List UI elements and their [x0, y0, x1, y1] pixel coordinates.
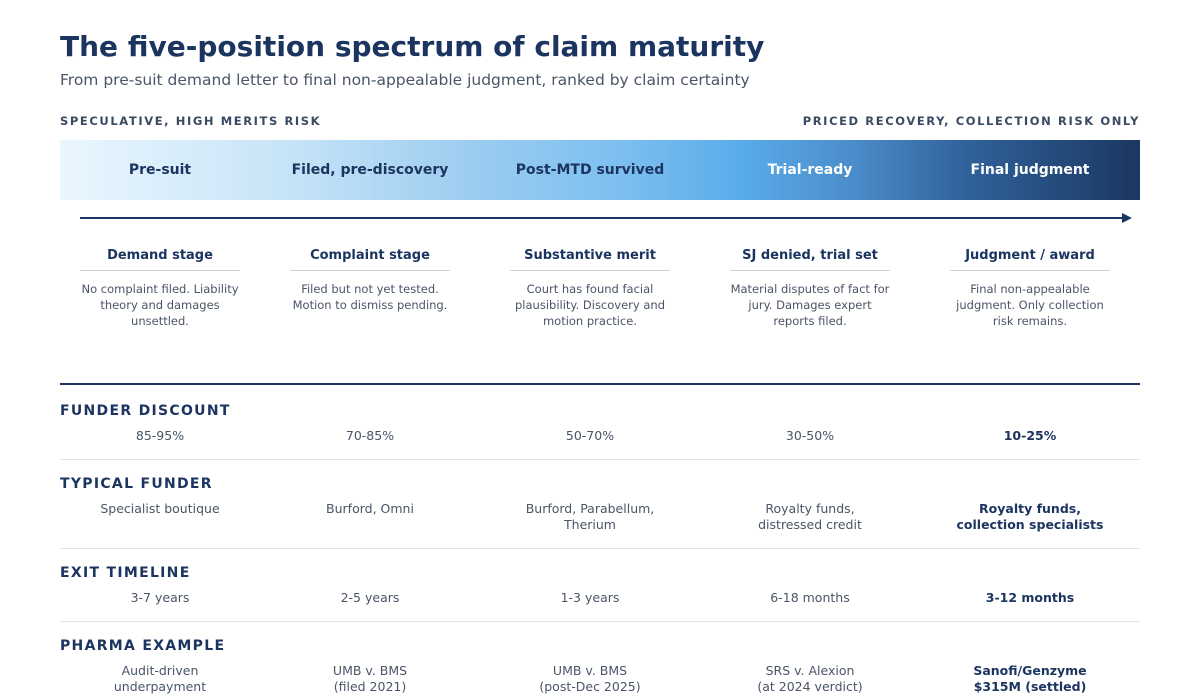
card-divider — [950, 270, 1110, 271]
cell-text: SRS v. Alexion — [765, 663, 855, 678]
cell-text: Audit-driven — [121, 663, 199, 678]
cell-text: Royalty funds, — [765, 501, 855, 516]
page-title: The five-position spectrum of claim matu… — [60, 30, 765, 63]
row-label: TYPICAL FUNDER — [60, 476, 213, 492]
cell-text: 85-95% — [135, 428, 185, 443]
stage-filed-pre-discovery: Filed, pre-discovery — [291, 162, 449, 178]
table-cell: UMB v. BMS (filed 2021) — [260, 663, 480, 695]
stage-final-judgment: Final judgment — [970, 162, 1090, 178]
card-title: SJ denied, trial set — [742, 248, 878, 263]
stage-card-complaint: Complaint stage Filed but not yet tested… — [260, 240, 480, 313]
cell-text: 30-50% — [785, 428, 835, 443]
cell-text: underpayment — [113, 679, 207, 694]
card-description: Material disputes of fact for jury. Dama… — [730, 282, 890, 328]
table-cell: 1-3 years — [480, 590, 700, 606]
table-cell: 6-18 months — [700, 590, 920, 606]
table-cell: 3-7 years — [50, 590, 270, 606]
cell-text: 50-70% — [565, 428, 615, 443]
cell-text: 3-12 months — [985, 590, 1075, 605]
card-title: Substantive merit — [524, 248, 656, 263]
cell-text: $315M (settled) — [973, 679, 1087, 694]
card-divider — [290, 270, 450, 271]
spectrum-left-label: SPECULATIVE, HIGH MERITS RISK — [60, 114, 322, 128]
card-title: Judgment / award — [965, 248, 1095, 263]
table-cell: 2-5 years — [260, 590, 480, 606]
table-cell: Royalty funds, collection specialists — [920, 501, 1140, 533]
cell-text: Burford, Omni — [326, 501, 414, 516]
table-cell: 30-50% — [700, 428, 920, 444]
row-label: PHARMA EXAMPLE — [60, 638, 226, 654]
spectrum-right-label: PRICED RECOVERY, COLLECTION RISK ONLY — [802, 114, 1140, 128]
stage-trial-ready: Trial-ready — [767, 162, 853, 178]
cell-text: Burford, Parabellum, — [525, 501, 655, 516]
cell-text: (at 2024 verdict) — [757, 679, 863, 694]
cell-text: distressed credit — [758, 517, 862, 532]
stage-card-judgment: Judgment / award Final non-appealable ju… — [920, 240, 1140, 329]
card-description: Final non-appealable judgment. Only coll… — [956, 282, 1104, 328]
table-cell: Burford, Parabellum, Therium — [480, 501, 700, 533]
cell-text: 70-85% — [345, 428, 395, 443]
stage-pre-suit: Pre-suit — [128, 162, 192, 178]
cell-text: (post-Dec 2025) — [539, 679, 641, 694]
card-description: No complaint filed. Liability theory and… — [81, 282, 239, 328]
cell-text: 10-25% — [1003, 428, 1057, 443]
table-cell: SRS v. Alexion (at 2024 verdict) — [700, 663, 920, 695]
cell-text: 6-18 months — [770, 590, 850, 605]
maturity-gradient-band — [60, 140, 1140, 200]
row-divider — [60, 459, 1140, 460]
card-divider — [80, 270, 240, 271]
table-cell: Sanofi/Genzyme $315M (settled) — [920, 663, 1140, 695]
cell-text: Sanofi/Genzyme — [973, 663, 1087, 678]
cell-text: 2-5 years — [340, 590, 400, 605]
maturity-arrow-icon — [80, 213, 1132, 223]
table-cell: Specialist boutique — [50, 501, 270, 517]
row-divider — [60, 548, 1140, 549]
stage-card-demand: Demand stage No complaint filed. Liabili… — [50, 240, 270, 329]
row-label: EXIT TIMELINE — [60, 565, 191, 581]
table-cell: UMB v. BMS (post-Dec 2025) — [480, 663, 700, 695]
table-cell: 10-25% — [920, 428, 1140, 444]
stage-card-substantive: Substantive merit Court has found facial… — [480, 240, 700, 329]
table-cell: 70-85% — [260, 428, 480, 444]
card-divider — [510, 270, 670, 271]
card-divider — [730, 270, 890, 271]
cell-text: (filed 2021) — [333, 679, 407, 694]
stage-post-mtd: Post-MTD survived — [515, 162, 665, 178]
table-cell: Royalty funds, distressed credit — [700, 501, 920, 533]
table-cell: 50-70% — [480, 428, 700, 444]
row-label: FUNDER DISCOUNT — [60, 403, 231, 419]
table-cell: 3-12 months — [920, 590, 1140, 606]
table-cell: Audit-driven underpayment — [50, 663, 270, 695]
cell-text: collection specialists — [956, 517, 1104, 532]
cell-text: 1-3 years — [560, 590, 620, 605]
card-description: Filed but not yet tested. Motion to dism… — [292, 282, 448, 312]
card-description: Court has found facial plausibility. Dis… — [515, 282, 665, 328]
cell-text: UMB v. BMS — [552, 663, 628, 678]
card-title: Complaint stage — [310, 248, 430, 263]
card-title: Demand stage — [107, 248, 213, 263]
table-cell: Burford, Omni — [260, 501, 480, 517]
cell-text: Royalty funds, — [979, 501, 1081, 516]
stage-card-sj-denied: SJ denied, trial set Material disputes o… — [700, 240, 920, 329]
cell-text: UMB v. BMS — [332, 663, 408, 678]
cell-text: Specialist boutique — [100, 501, 220, 516]
cell-text: Therium — [564, 517, 616, 532]
table-cell: 85-95% — [50, 428, 270, 444]
cell-text: 3-7 years — [130, 590, 190, 605]
table-top-divider — [60, 383, 1140, 385]
page-subtitle: From pre-suit demand letter to final non… — [60, 71, 750, 89]
row-divider — [60, 621, 1140, 622]
